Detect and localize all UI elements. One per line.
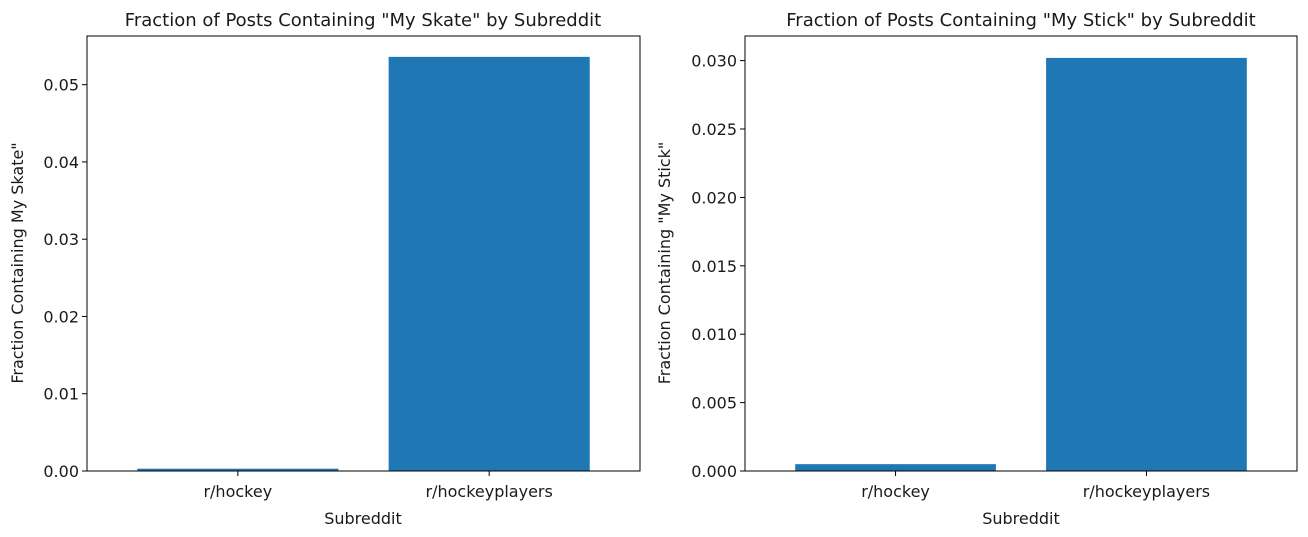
x-tick-label: r/hockeyplayers — [1083, 482, 1210, 501]
bar-r-hockey — [137, 468, 339, 471]
x-tick-label: r/hockey — [861, 482, 930, 501]
y-tick-label: 0.000 — [691, 462, 737, 481]
bar-r-hockeyplayers — [388, 56, 590, 472]
x-axis-label: Subreddit — [982, 509, 1060, 528]
y-tick-label: 0.02 — [43, 307, 79, 326]
y-tick-label: 0.005 — [691, 394, 737, 413]
x-axis-label: Subreddit — [324, 509, 402, 528]
y-tick-label: 0.00 — [43, 462, 79, 481]
bar-r-hockey — [795, 464, 996, 471]
y-tick-label: 0.015 — [691, 257, 737, 276]
plot-frame — [86, 35, 641, 472]
bar-r-hockeyplayers — [1046, 57, 1247, 472]
y-tick-label: 0.010 — [691, 325, 737, 344]
y-axis-label: Fraction Containing "My Stick" — [655, 142, 674, 385]
chart-panel-stick: Fraction of Posts Containing "My Stick" … — [655, 10, 1298, 528]
y-tick-label: 0.03 — [43, 230, 79, 249]
x-tick-label: r/hockeyplayers — [426, 482, 553, 501]
y-tick-label: 0.025 — [691, 120, 737, 139]
y-tick-label: 0.01 — [43, 385, 79, 404]
y-axis-label: Fraction Containing My Skate" — [8, 142, 27, 383]
plot-frame — [744, 35, 1298, 472]
chart-title: Fraction of Posts Containing "My Stick" … — [786, 10, 1256, 31]
chart-title: Fraction of Posts Containing "My Skate" … — [125, 10, 601, 31]
y-tick-label: 0.030 — [691, 52, 737, 71]
y-tick-label: 0.020 — [691, 188, 737, 207]
x-tick-label: r/hockey — [203, 482, 272, 501]
y-tick-label: 0.05 — [43, 76, 79, 95]
chart-panel-skate: Fraction of Posts Containing "My Skate" … — [8, 10, 641, 528]
y-tick-label: 0.04 — [43, 153, 79, 172]
